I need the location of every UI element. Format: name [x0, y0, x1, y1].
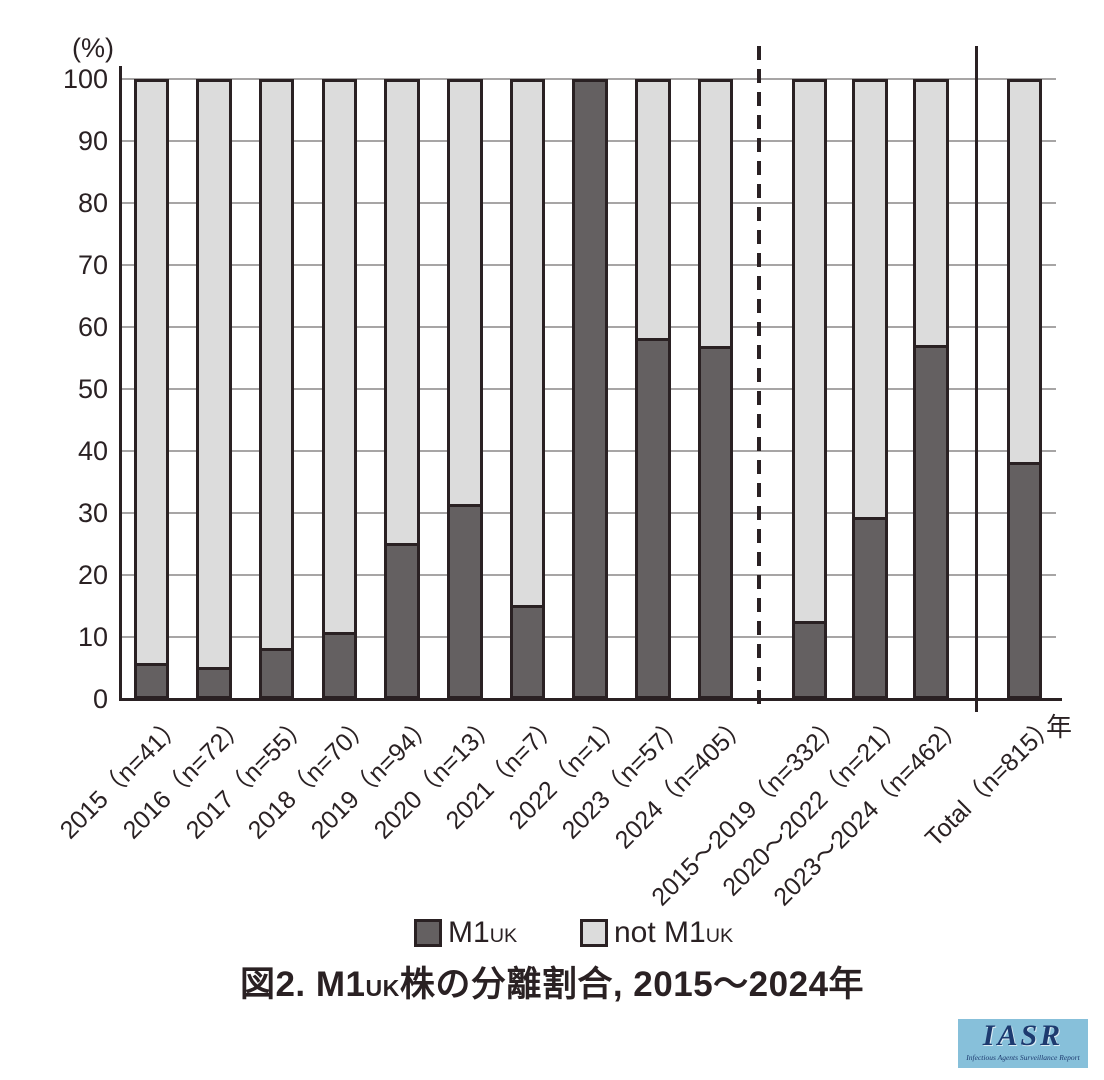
- iasr-logo-caption: Infectious Agents Surveillance Report: [966, 1053, 1080, 1062]
- bar-4: [321, 79, 358, 699]
- bar-segment-m1uk: [916, 344, 946, 696]
- chart-title-part2: 株の分離割合, 2015～2024年: [399, 965, 865, 1004]
- bar-7: [509, 79, 546, 699]
- bar-segment-m1uk: [855, 517, 885, 696]
- bar-segment-m1uk: [700, 346, 731, 696]
- bar-2: [196, 79, 232, 699]
- bar-6: [447, 79, 483, 699]
- y-tick-label-50: 50: [77, 374, 108, 404]
- legend-label-m1uk-main: M1: [448, 916, 490, 949]
- bar-segment-m1uk: [387, 542, 417, 696]
- y-tick-label-40: 40: [77, 436, 108, 466]
- bar-14: [1006, 79, 1043, 699]
- bar-segment-m1uk: [324, 631, 355, 696]
- bar-segment-m1uk: [261, 648, 292, 696]
- x-axis-unit-label: 年: [1046, 712, 1073, 742]
- bar-8: [572, 79, 608, 699]
- bar-segment-m1uk: [199, 667, 229, 696]
- bar-segment-m1uk: [794, 621, 825, 696]
- legend-swatch-not-m1uk: [580, 919, 608, 947]
- legend-label-m1uk: M1UK: [448, 918, 517, 951]
- x-axis-line: [119, 698, 1062, 701]
- iasr-logo: IASR Infectious Agents Surveillance Repo…: [958, 1019, 1088, 1068]
- legend-swatch-m1uk: [414, 919, 442, 947]
- bar-segment-m1uk: [638, 337, 668, 696]
- chart-title: 図2. M1UK株の分離割合, 2015～2024年: [0, 956, 1104, 1007]
- legend-label-m1uk-small: UK: [489, 925, 518, 947]
- y-tick-label-20: 20: [77, 560, 108, 590]
- bar-10: [697, 79, 734, 699]
- legend-label-not-m1uk-small: UK: [705, 925, 734, 947]
- bar-9: [635, 79, 671, 699]
- y-tick-label-0: 0: [92, 684, 108, 714]
- y-tick-label-10: 10: [77, 622, 108, 652]
- bar-5: [384, 79, 420, 699]
- y-tick-label-70: 70: [77, 250, 108, 280]
- bar-segment-m1uk: [136, 662, 166, 696]
- y-axis-line: [119, 66, 122, 701]
- bar-13: [913, 79, 949, 699]
- bar-segment-m1uk: [450, 503, 480, 696]
- y-tick-label-60: 60: [77, 312, 108, 342]
- y-tick-label-90: 90: [77, 126, 108, 156]
- separator-dashed: [757, 46, 761, 712]
- legend-label-not-m1uk-main: not M1: [614, 916, 706, 949]
- y-tick-label-30: 30: [77, 498, 108, 528]
- bar-11: [791, 79, 828, 699]
- bar-12: [852, 79, 888, 699]
- bar-3: [258, 79, 295, 699]
- chart-title-part1: 図2. M1: [239, 965, 366, 1004]
- iasr-logo-text: IASR: [982, 1019, 1064, 1052]
- y-tick-label-100: 100: [62, 64, 108, 94]
- bar-segment-m1uk: [512, 605, 543, 696]
- legend-label-not-m1uk: not M1UK: [614, 918, 733, 951]
- bar-1: [133, 79, 169, 699]
- bar-segment-m1uk: [575, 82, 605, 696]
- chart-title-smallcaps: UK: [365, 975, 400, 1001]
- y-tick-label-80: 80: [77, 188, 108, 218]
- bar-segment-m1uk: [1009, 461, 1040, 696]
- separator-solid: [974, 46, 978, 712]
- y-axis-unit-label: (%): [72, 33, 114, 63]
